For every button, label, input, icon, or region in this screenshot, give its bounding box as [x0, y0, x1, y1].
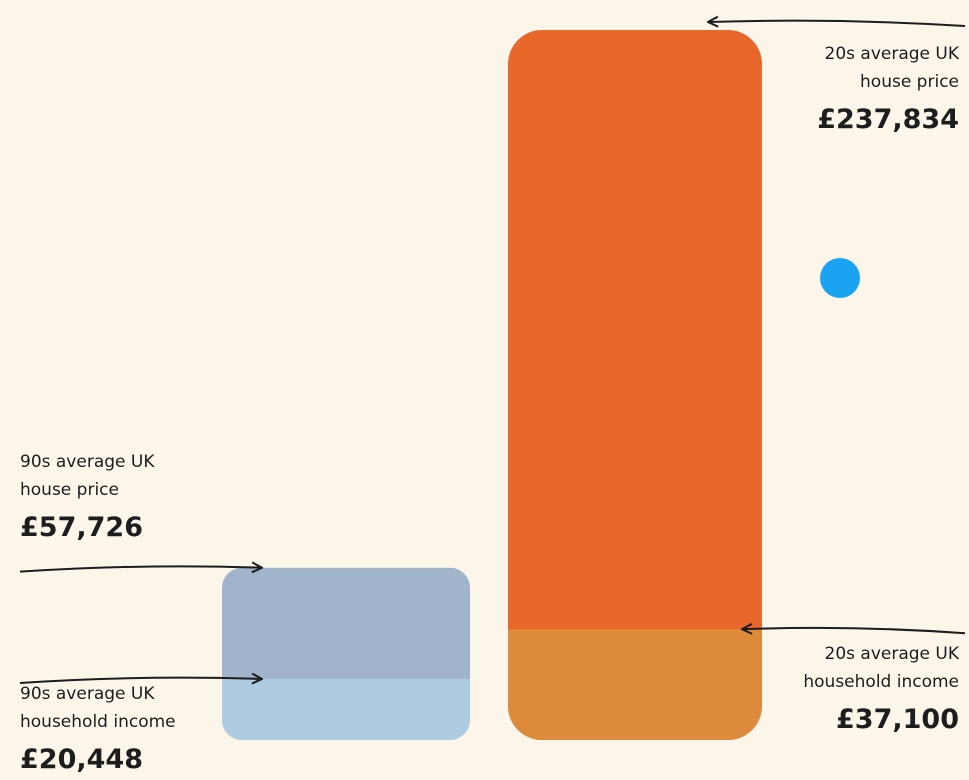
label-20s-income: 20s average UK household income £37,100: [803, 640, 959, 738]
value-label: £20,448: [20, 744, 143, 775]
dot: [820, 258, 860, 298]
bar-group: [508, 30, 762, 740]
bar-income: [508, 629, 762, 740]
label-line: 20s average UK: [824, 644, 959, 664]
bar-income: [222, 678, 470, 740]
value-label: £237,834: [817, 104, 959, 135]
arrow: [19, 678, 262, 683]
label-line: 90s average UK: [20, 684, 155, 704]
label-90s-price: 90s average UK house price £57,726: [20, 448, 154, 546]
label-line: 90s average UK: [20, 452, 155, 472]
label-line: household income: [20, 712, 176, 732]
label-line: house price: [20, 480, 119, 500]
bar-group: [222, 567, 470, 740]
label-20s-price: 20s average UK house price £237,834: [817, 40, 959, 138]
arrow: [742, 628, 966, 633]
arrow: [19, 566, 262, 571]
arrow: [708, 21, 966, 26]
label-90s-income: 90s average UK household income £20,448: [20, 680, 176, 778]
label-line: 20s average UK: [824, 44, 959, 64]
value-label: £37,100: [836, 704, 959, 735]
label-line: household income: [803, 672, 959, 692]
bar: [508, 30, 762, 740]
label-line: house price: [860, 72, 959, 92]
value-label: £57,726: [20, 512, 143, 543]
